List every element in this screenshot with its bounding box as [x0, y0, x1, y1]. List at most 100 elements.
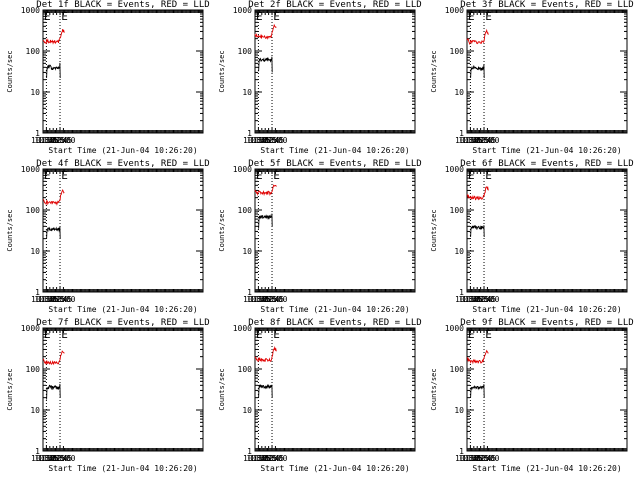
x-tick-label: 10:45 — [246, 136, 270, 145]
y-axis-title: Counts/sec — [430, 209, 438, 251]
x-tick-label: 11:45 — [472, 136, 496, 145]
series-line-lld — [254, 184, 277, 197]
x-tick-label: 11:45 — [472, 454, 496, 463]
y-tick-label: 1 — [35, 129, 40, 138]
x-tick-label: 10:30 — [455, 136, 479, 145]
panel-title: Det 9f BLACK = Events, RED = LLD — [460, 318, 633, 328]
event-marker: E — [485, 169, 492, 182]
x-tick-label: 11:30 — [469, 136, 493, 145]
y-tick-label: 10 — [242, 406, 252, 415]
series-line-lld — [254, 345, 277, 363]
x-axis-title: Start Time (21-Jun-04 10:26:20) — [260, 464, 409, 473]
x-tick-label: 11:00 — [462, 136, 486, 145]
event-marker: E — [273, 10, 280, 23]
x-tick-label: 10:30 — [243, 295, 267, 304]
x-tick-label: 12:00 — [263, 295, 287, 304]
x-axis-title: Start Time (21-Jun-04 10:26:20) — [48, 464, 197, 473]
x-tick-label: 11:15 — [465, 295, 489, 304]
panel-title: Det 3f BLACK = Events, RED = LLD — [460, 0, 633, 10]
panel-title: Det 2f BLACK = Events, RED = LLD — [248, 0, 421, 10]
x-tick-label: 10:30 — [455, 454, 479, 463]
y-tick-label: 100 — [26, 365, 41, 374]
series-line-lld — [254, 23, 277, 40]
x-tick-label: 11:00 — [38, 295, 62, 304]
x-tick-label: 10:30 — [243, 454, 267, 463]
x-tick-label: 11:30 — [469, 295, 493, 304]
x-tick-label: 11:15 — [253, 136, 277, 145]
x-tick-label: 11:30 — [257, 136, 281, 145]
x-tick-label: 11:15 — [465, 454, 489, 463]
x-tick-label: 10:45 — [34, 295, 58, 304]
x-axis-title: Start Time (21-Jun-04 10:26:20) — [48, 305, 197, 314]
x-tick-label: 11:00 — [250, 136, 274, 145]
x-tick-label: 12:00 — [475, 454, 499, 463]
plot-frame — [254, 168, 416, 293]
plot-frame — [42, 168, 204, 293]
x-tick-label: 12:00 — [263, 136, 287, 145]
x-tick-label: 12:00 — [475, 295, 499, 304]
x-tick-label: 11:15 — [253, 454, 277, 463]
x-tick-label: 11:45 — [260, 295, 284, 304]
series-line-events — [46, 226, 61, 239]
y-tick-label: 1 — [459, 129, 464, 138]
y-axis-title: Counts/sec — [430, 50, 438, 92]
x-tick-label: 11:00 — [250, 454, 274, 463]
x-tick-label: 11:45 — [260, 136, 284, 145]
x-tick-label: 10:30 — [31, 295, 55, 304]
y-tick-label: 1000 — [21, 165, 40, 174]
x-axis-title: Start Time (21-Jun-04 10:26:20) — [472, 305, 621, 314]
series-line-events — [258, 213, 273, 229]
x-tick-label: 11:00 — [38, 136, 62, 145]
x-tick-label: 12:00 — [475, 136, 499, 145]
y-tick-label: 1000 — [445, 165, 464, 174]
x-tick-label: 10:45 — [246, 454, 270, 463]
panel-title: Det 4f BLACK = Events, RED = LLD — [36, 159, 209, 169]
y-tick-label: 100 — [450, 47, 465, 56]
y-tick-label: 100 — [450, 365, 465, 374]
panel-title: Det 5f BLACK = Events, RED = LLD — [248, 159, 421, 169]
y-tick-label: 10 — [454, 88, 464, 97]
event-marker: E — [44, 328, 51, 341]
x-tick-label: 11:00 — [462, 295, 486, 304]
x-tick-label: 10:45 — [458, 295, 482, 304]
y-axis-title: Counts/sec — [218, 50, 226, 92]
x-tick-label: 10:45 — [458, 454, 482, 463]
event-marker: E — [61, 328, 68, 341]
x-tick-label: 11:00 — [38, 454, 62, 463]
x-axis-title: Start Time (21-Jun-04 10:26:20) — [260, 305, 409, 314]
y-axis-title: Counts/sec — [430, 368, 438, 410]
y-tick-label: 100 — [238, 365, 253, 374]
y-tick-label: 1 — [247, 447, 252, 456]
y-tick-label: 1000 — [21, 6, 40, 15]
x-tick-label: 12:00 — [51, 136, 75, 145]
series-line-lld — [42, 28, 65, 45]
event-marker: E — [256, 10, 263, 23]
event-marker: E — [61, 169, 68, 182]
event-marker: E — [273, 328, 280, 341]
y-axis-title: Counts/sec — [218, 209, 226, 251]
x-tick-label: 11:30 — [257, 454, 281, 463]
y-tick-label: 1000 — [233, 165, 252, 174]
y-tick-label: 1 — [35, 288, 40, 297]
panel-title: Det 8f BLACK = Events, RED = LLD — [248, 318, 421, 328]
y-tick-label: 100 — [238, 206, 253, 215]
y-axis-title: Counts/sec — [6, 50, 14, 92]
event-marker: E — [61, 10, 68, 23]
x-tick-label: 11:45 — [48, 136, 72, 145]
x-tick-label: 11:30 — [45, 454, 69, 463]
plot-frame — [254, 9, 416, 134]
plot-frame — [466, 168, 628, 293]
x-axis-title: Start Time (21-Jun-04 10:26:20) — [260, 146, 409, 155]
plot-frame — [466, 327, 628, 452]
x-tick-label: 11:00 — [250, 295, 274, 304]
x-tick-label: 10:45 — [458, 136, 482, 145]
x-tick-label: 10:30 — [243, 136, 267, 145]
x-tick-label: 11:15 — [465, 136, 489, 145]
series-line-events — [470, 384, 485, 398]
x-tick-label: 11:30 — [45, 295, 69, 304]
panel-title: Det 7f BLACK = Events, RED = LLD — [36, 318, 209, 328]
